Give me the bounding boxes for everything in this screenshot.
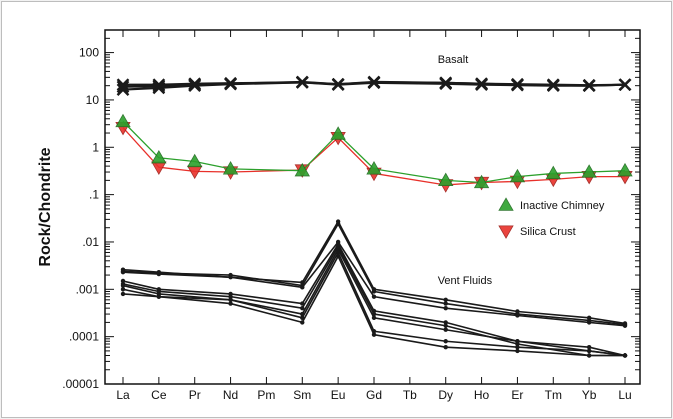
y-tick-label: 1 xyxy=(92,140,99,154)
data-point-vent xyxy=(121,287,125,291)
x-tick-label: Eu xyxy=(331,388,346,402)
x-tick-label: Ce xyxy=(151,388,167,402)
data-point-vent xyxy=(121,292,125,296)
data-point-chimney xyxy=(546,166,560,178)
data-point-vent xyxy=(515,345,519,349)
x-tick-label: Tb xyxy=(403,388,417,402)
series-vent-8 xyxy=(121,254,627,358)
series-vent-6 xyxy=(121,247,627,358)
y-tick-label: .01 xyxy=(82,235,99,249)
x-tick-label: Nd xyxy=(223,388,238,402)
annotation-label: Basalt xyxy=(438,54,469,66)
series-vent-7 xyxy=(121,250,627,357)
y-tick-label: .00001 xyxy=(62,377,99,391)
legend-label: Inactive Chimney xyxy=(520,200,605,212)
legend-marker xyxy=(499,226,513,238)
legend: Inactive Chimney Silica Crust xyxy=(499,198,605,238)
data-point-vent xyxy=(372,316,376,320)
data-point-vent xyxy=(228,275,232,279)
series-layer xyxy=(116,76,632,357)
data-point-vent xyxy=(623,324,627,328)
data-point-vent xyxy=(444,324,448,328)
x-tick-label: Ho xyxy=(474,388,490,402)
data-point-vent xyxy=(587,345,591,349)
data-point-chimney xyxy=(116,115,130,127)
data-point-vent xyxy=(515,313,519,317)
data-point-vent xyxy=(300,320,304,324)
data-point-crust xyxy=(188,166,202,178)
data-point-vent xyxy=(515,339,519,343)
x-tick-label: Gd xyxy=(366,388,382,402)
data-point-vent xyxy=(300,285,304,289)
x-tick-label: Lu xyxy=(618,388,631,402)
y-tick-label: .1 xyxy=(89,188,99,202)
y-tick-label: .0001 xyxy=(69,330,99,344)
data-point-vent xyxy=(121,283,125,287)
data-point-chimney xyxy=(618,164,632,176)
data-point-vent xyxy=(587,353,591,357)
data-point-vent xyxy=(623,353,627,357)
data-point-vent xyxy=(444,298,448,302)
data-point-vent xyxy=(372,294,376,298)
x-tick-label: Pr xyxy=(189,388,201,402)
data-point-vent xyxy=(444,345,448,349)
series-vent-line xyxy=(123,249,625,355)
annotation-label: Vent Fluids xyxy=(438,275,493,287)
data-point-vent xyxy=(228,298,232,302)
y-tick-label: 100 xyxy=(79,46,99,60)
data-point-vent xyxy=(587,349,591,353)
x-tick-label: Er xyxy=(511,388,523,402)
data-point-vent xyxy=(336,222,340,226)
y-tick-label: .001 xyxy=(76,282,100,296)
data-point-vent xyxy=(228,301,232,305)
data-point-vent xyxy=(336,250,340,254)
data-point-vent xyxy=(444,301,448,305)
y-tick-label: 10 xyxy=(86,93,100,107)
data-point-vent xyxy=(587,320,591,324)
series-vent-line xyxy=(123,256,625,355)
x-tick-label: Yb xyxy=(582,388,597,402)
data-point-vent xyxy=(444,306,448,310)
data-point-vent xyxy=(444,339,448,343)
x-tick-label: La xyxy=(116,388,130,402)
data-point-vent xyxy=(121,270,125,274)
data-point-vent xyxy=(157,272,161,276)
x-tick-label: Pm xyxy=(257,388,275,402)
legend-marker xyxy=(499,198,513,210)
data-point-vent xyxy=(157,294,161,298)
y-axis-label: Rock/Chondrite xyxy=(37,147,54,266)
x-tick-label: Sm xyxy=(293,388,311,402)
data-point-vent xyxy=(444,328,448,332)
legend-label: Silica Crust xyxy=(520,226,576,238)
x-tick-label: Tm xyxy=(545,388,562,402)
data-point-vent xyxy=(336,254,340,258)
series-vent-line xyxy=(123,252,625,355)
data-point-vent xyxy=(372,332,376,336)
data-point-vent xyxy=(515,349,519,353)
x-tick-label: Dy xyxy=(438,388,453,402)
